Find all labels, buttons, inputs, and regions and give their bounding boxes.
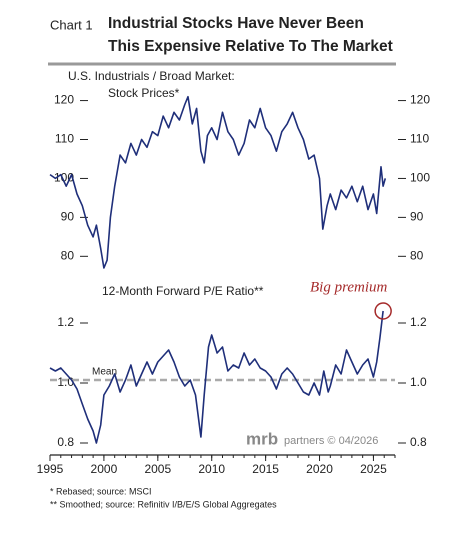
y-tick-label: 1.2 bbox=[57, 315, 74, 329]
source-text: partners © 04/2026 bbox=[284, 435, 378, 447]
y-tick-label-right: 120 bbox=[410, 93, 430, 107]
chart-label: Chart 1 bbox=[50, 17, 93, 32]
brand: mrb bbox=[246, 429, 278, 448]
y-tick-label: 120 bbox=[54, 93, 74, 107]
x-tick-label: 2010 bbox=[198, 462, 225, 476]
y-tick-label: 110 bbox=[55, 132, 74, 146]
y-tick-label-right: 0.8 bbox=[410, 435, 427, 449]
series-line bbox=[49, 310, 384, 444]
y-tick-label-right: 80 bbox=[410, 248, 424, 262]
y-tick-label: 90 bbox=[61, 210, 75, 224]
panel-subtitle: U.S. Industrials / Broad Market: bbox=[68, 69, 235, 83]
mean-label: Mean bbox=[92, 367, 117, 378]
y-tick-label: 1.0 bbox=[57, 375, 74, 389]
y-tick-label-right: 110 bbox=[410, 132, 429, 146]
chart-title: Industrial Stocks Have Never Been bbox=[108, 15, 364, 32]
y-tick-label-right: 1.2 bbox=[410, 315, 427, 329]
x-tick-label: 2020 bbox=[306, 462, 333, 476]
footnote: * Rebased; source: MSCI bbox=[50, 486, 152, 496]
y-tick-label: 80 bbox=[61, 248, 75, 262]
y-tick-label-right: 1.0 bbox=[410, 375, 427, 389]
x-tick-label: 1995 bbox=[37, 462, 64, 476]
x-tick-label: 2025 bbox=[360, 462, 387, 476]
x-tick-label: 2005 bbox=[144, 462, 171, 476]
x-tick-label: 2015 bbox=[252, 462, 279, 476]
panel-subtitle: Stock Prices* bbox=[108, 86, 180, 100]
panel-subtitle: 12-Month Forward P/E Ratio** bbox=[102, 284, 264, 298]
annotation-circle bbox=[374, 302, 392, 320]
series-line bbox=[49, 95, 387, 269]
y-tick-label-right: 90 bbox=[410, 210, 424, 224]
chart-title: This Expensive Relative To The Market bbox=[108, 38, 393, 55]
y-tick-label-right: 100 bbox=[410, 171, 430, 185]
y-tick-label: 0.8 bbox=[57, 435, 74, 449]
annotation: Big premium bbox=[310, 279, 388, 295]
footnote: ** Smoothed; source: Refinitiv I/B/E/S G… bbox=[50, 499, 277, 509]
x-tick-label: 2000 bbox=[91, 462, 118, 476]
